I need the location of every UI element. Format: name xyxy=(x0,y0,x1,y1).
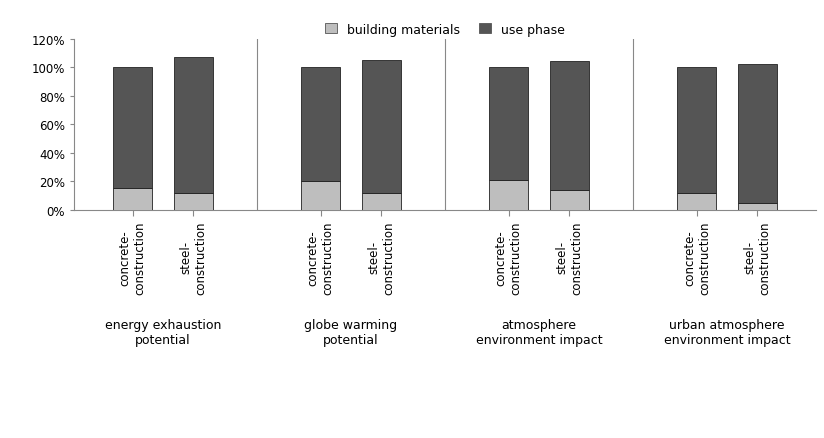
Legend: building materials, use phase: building materials, use phase xyxy=(325,24,565,36)
Bar xyxy=(550,62,588,190)
Bar xyxy=(677,193,716,210)
Bar xyxy=(174,58,213,193)
Bar xyxy=(737,65,777,203)
Bar xyxy=(302,182,340,210)
Bar xyxy=(174,193,213,210)
Bar xyxy=(113,68,152,189)
Text: atmosphere
environment impact: atmosphere environment impact xyxy=(475,318,602,346)
Bar xyxy=(362,61,400,193)
Bar xyxy=(489,180,528,210)
Bar xyxy=(737,203,777,210)
Bar xyxy=(362,193,400,210)
Bar xyxy=(677,68,716,193)
Bar xyxy=(489,68,528,180)
Text: energy exhaustion
potential: energy exhaustion potential xyxy=(105,318,221,346)
Bar xyxy=(302,68,340,182)
Text: globe warming
potential: globe warming potential xyxy=(304,318,397,346)
Bar xyxy=(113,189,152,210)
Text: urban atmosphere
environment impact: urban atmosphere environment impact xyxy=(664,318,790,346)
Bar xyxy=(550,190,588,210)
